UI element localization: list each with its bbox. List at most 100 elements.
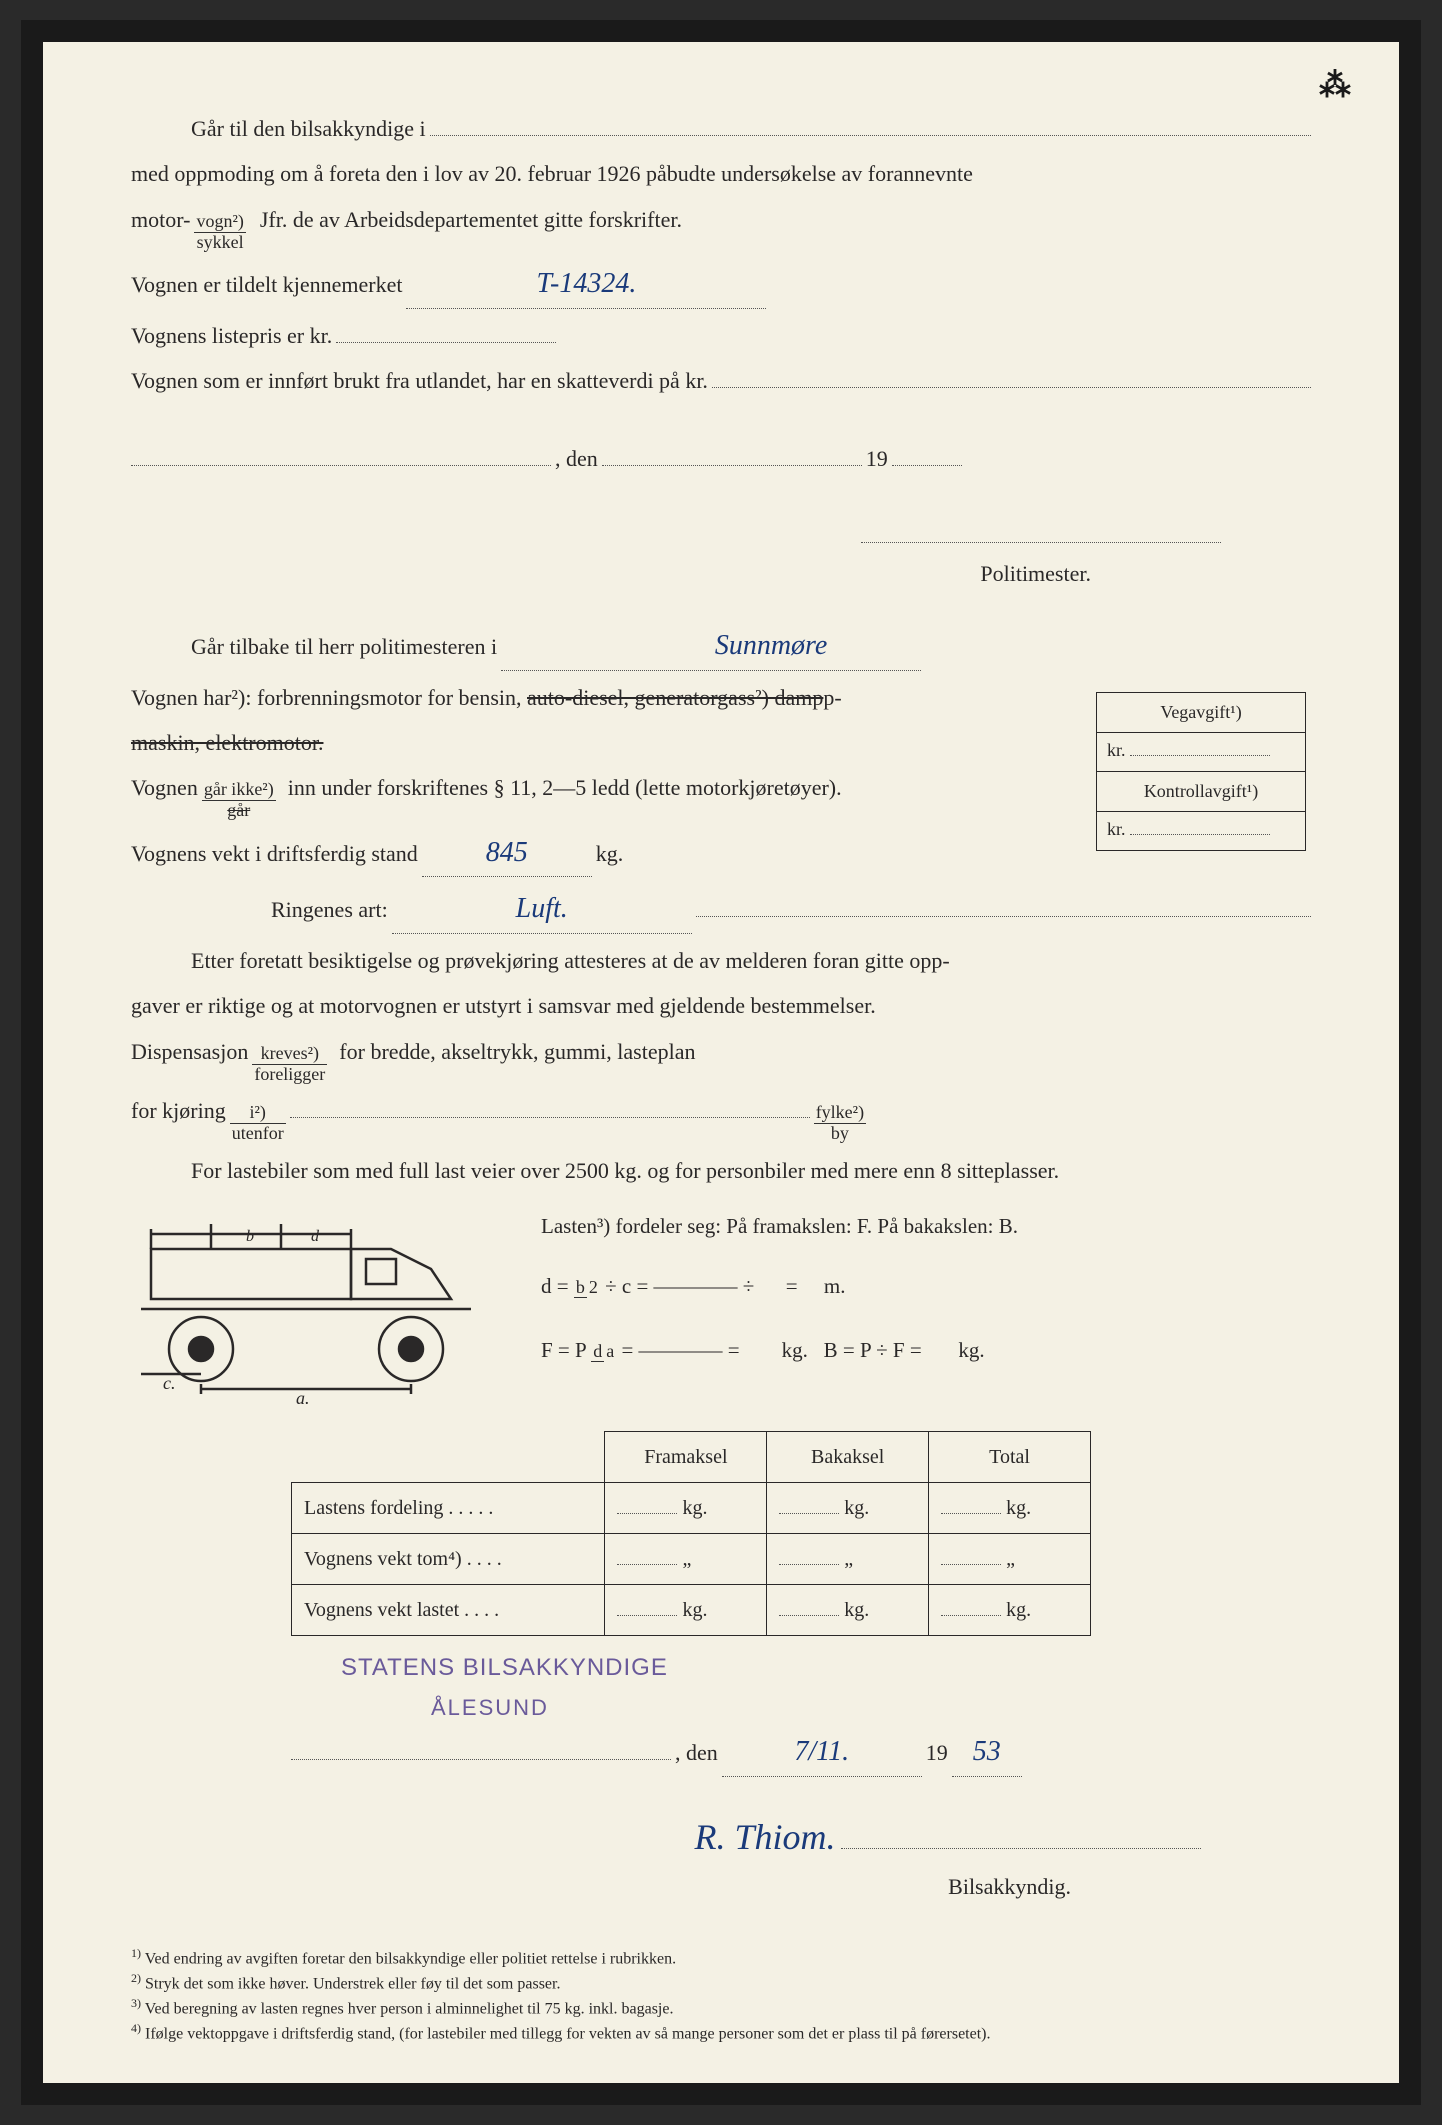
strike-text-2: maskin, elektromotor. <box>131 730 323 755</box>
date-field <box>602 444 862 466</box>
text: motor- <box>131 201 190 238</box>
place-field-2 <box>291 1738 671 1760</box>
kjennemerke-field: T-14324. <box>406 260 766 309</box>
politimester-sig: Politimester. <box>131 517 1311 592</box>
weight-table: Framaksel Bakaksel Total Lastens fordeli… <box>291 1431 1091 1636</box>
text: , den <box>675 1734 718 1771</box>
svg-text:d: d <box>311 1228 320 1245</box>
text: Går tilbake til herr politimesteren i <box>131 628 497 665</box>
line-kjoring: for kjøring i²) utenfor fylke²) by <box>131 1092 1311 1144</box>
fraction-disp: kreves²) foreligger <box>252 1044 327 1085</box>
text: Vognens vekt i driftsferdig stand <box>131 835 418 872</box>
vegavgift-label: Vegavgift¹) <box>1097 693 1305 733</box>
text: Ringenes art: <box>271 891 388 928</box>
truck-diagram: c. a. b d <box>131 1209 511 1420</box>
table-row: Vognens vekt tom⁴) . . . . „ „ „ <box>292 1533 1091 1584</box>
vekt-value: 845 <box>486 829 528 877</box>
tax-box: Vegavgift¹) kr. Kontrollavgift¹) kr. <box>1096 692 1306 851</box>
svg-text:b: b <box>246 1228 254 1245</box>
text: inn under forskriftenes § 11, 2—5 ledd (… <box>288 769 842 806</box>
attest-1: Etter foretatt besiktigelse og prøvekjør… <box>131 942 1311 979</box>
fraction-gaar: går ikke²) går <box>202 780 276 821</box>
col-total: Total <box>929 1431 1091 1482</box>
fraction-kjoring: i²) utenfor <box>230 1103 286 1144</box>
fraction-fylke: fylke²) by <box>814 1103 866 1144</box>
place-field <box>131 444 551 466</box>
table-row: Vognens vekt lastet . . . . kg. kg. kg. <box>292 1584 1091 1635</box>
year-field-2: 53 <box>952 1728 1022 1777</box>
row3-label: Vognens vekt lastet . . . . <box>292 1584 605 1635</box>
attest-2: gaver er riktige og at motorvognen er ut… <box>131 987 1311 1024</box>
text: Dispensasjon <box>131 1033 248 1070</box>
line-listepris: Vognens listepris er kr. <box>131 317 1311 354</box>
truck-section: c. a. b d Lasten³) fordeler seg: På fram… <box>131 1209 1311 1420</box>
corner-mark: ⁂ <box>1319 58 1351 112</box>
stamp-line2: ÅLESUND <box>431 1689 1311 1726</box>
text: Vognen har²): forbrenningsmotor for bens… <box>131 685 527 710</box>
footnote-3: 3) Ved beregning av lasten regnes hver p… <box>131 1995 1311 2020</box>
footnote-1: 1) Ved endring av avgiften foretar den b… <box>131 1945 1311 1970</box>
strike-text-1: auto-diesel, generatorgass²) damp <box>527 685 823 710</box>
ringenes-field: Luft. <box>392 885 692 934</box>
row1-label: Lastens fordeling . . . . . <box>292 1482 605 1533</box>
stamp-line1: STATENS BILSAKKYNDIGE <box>341 1648 1311 1689</box>
year-field <box>892 444 962 466</box>
text: Vognen er tildelt kjennemerket <box>131 266 402 303</box>
col-framaksel: Framaksel <box>605 1431 767 1482</box>
row2-label: Vognens vekt tom⁴) . . . . <box>292 1533 605 1584</box>
vekt-unit: kg. <box>596 835 624 872</box>
formula-eq2: F = P da = ———— = kg. B = P ÷ F = kg. <box>541 1333 1311 1369</box>
line-bilsakkyndige: Går til den bilsakkyndige i <box>131 110 1311 147</box>
table-row: Lastens fordeling . . . . . kg. kg. kg. <box>292 1482 1091 1533</box>
ringenes-value: Luft. <box>516 885 568 933</box>
signature-area: R. Thiom. Bilsakkyndig. <box>131 1807 1311 1906</box>
table-header-row: Framaksel Bakaksel Total <box>292 1431 1091 1482</box>
kjoring-field <box>290 1096 810 1118</box>
tilbake-value: Sunnmøre <box>655 622 828 670</box>
text: for kjøring <box>131 1092 226 1129</box>
text: Vognen <box>131 769 198 806</box>
line-oppmoding: med oppmoding om å foreta den i lov av 2… <box>131 155 1311 192</box>
line-vognen-har: Vognen har²): forbrenningsmotor for bens… <box>131 679 991 716</box>
politimester-label: Politimester. <box>980 561 1091 586</box>
svg-text:c.: c. <box>163 1373 176 1393</box>
line-tilbake: Går tilbake til herr politimesteren i Su… <box>131 622 1311 671</box>
kontrollavgift-kr: kr. <box>1097 812 1305 851</box>
formula-header: Lasten³) fordeler seg: På framakslen: F.… <box>541 1209 1311 1245</box>
bilsakkyndig-label: Bilsakkyndig. <box>948 1874 1071 1899</box>
text: Vognen som er innført brukt fra utlandet… <box>131 362 708 399</box>
sig-line <box>841 1827 1201 1849</box>
line-disp: Dispensasjon kreves²) foreligger for bre… <box>131 1033 1311 1085</box>
date-value: 7/11. <box>794 1728 849 1776</box>
date-field-2: 7/11. <box>722 1728 922 1777</box>
text: Vognens listepris er kr. <box>131 317 332 354</box>
blank-field <box>430 114 1311 136</box>
line-skatteverdi: Vognen som er innført brukt fra utlandet… <box>131 362 1311 399</box>
formula-eq1: d = b2 ÷ c = ———— ÷ = m. <box>541 1269 1311 1305</box>
text: Jfr. de av Arbeidsdepartementet gitte fo… <box>260 201 682 238</box>
signature: R. Thiom. <box>694 1807 835 1868</box>
line-ringenes: Ringenes art: Luft. <box>131 885 1311 934</box>
skatteverdi-field <box>712 366 1311 388</box>
col-bakaksel: Bakaksel <box>767 1431 929 1482</box>
text: Går til den bilsakkyndige i <box>131 110 426 147</box>
dateline-2: , den 7/11. 19 53 <box>131 1728 1311 1777</box>
footnote-4: 4) Ifølge vektoppgave i driftsferdig sta… <box>131 2020 1311 2045</box>
tilbake-field: Sunnmøre <box>501 622 921 671</box>
year-prefix: 19 <box>866 440 888 477</box>
dateline-1: , den 19 <box>131 440 1311 477</box>
line-kjennemerke: Vognen er tildelt kjennemerket T-14324. <box>131 260 1311 309</box>
footnotes: 1) Ved endring av avgiften foretar den b… <box>131 1945 1311 2045</box>
kontrollavgift-label: Kontrollavgift¹) <box>1097 771 1305 812</box>
document-page: ⁂ Går til den bilsakkyndige i med oppmod… <box>21 20 1421 2105</box>
listepris-field <box>336 321 556 343</box>
footnote-2: 2) Stryk det som ikke høver. Understrek … <box>131 1970 1311 1995</box>
sig-line <box>861 521 1221 543</box>
formulas: Lasten³) fordeler seg: På framakslen: F.… <box>541 1209 1311 1420</box>
year-value: 53 <box>973 1728 1001 1776</box>
line-motor: motor- vogn²) sykkel Jfr. de av Arbeidsd… <box>131 201 1311 253</box>
line-lastebiler: For lastebiler som med full last veier o… <box>131 1152 1311 1189</box>
year-prefix: 19 <box>926 1734 948 1771</box>
fraction-vogn-sykkel: vogn²) sykkel <box>194 212 245 253</box>
text: for bredde, akseltrykk, gummi, lasteplan <box>339 1033 695 1070</box>
